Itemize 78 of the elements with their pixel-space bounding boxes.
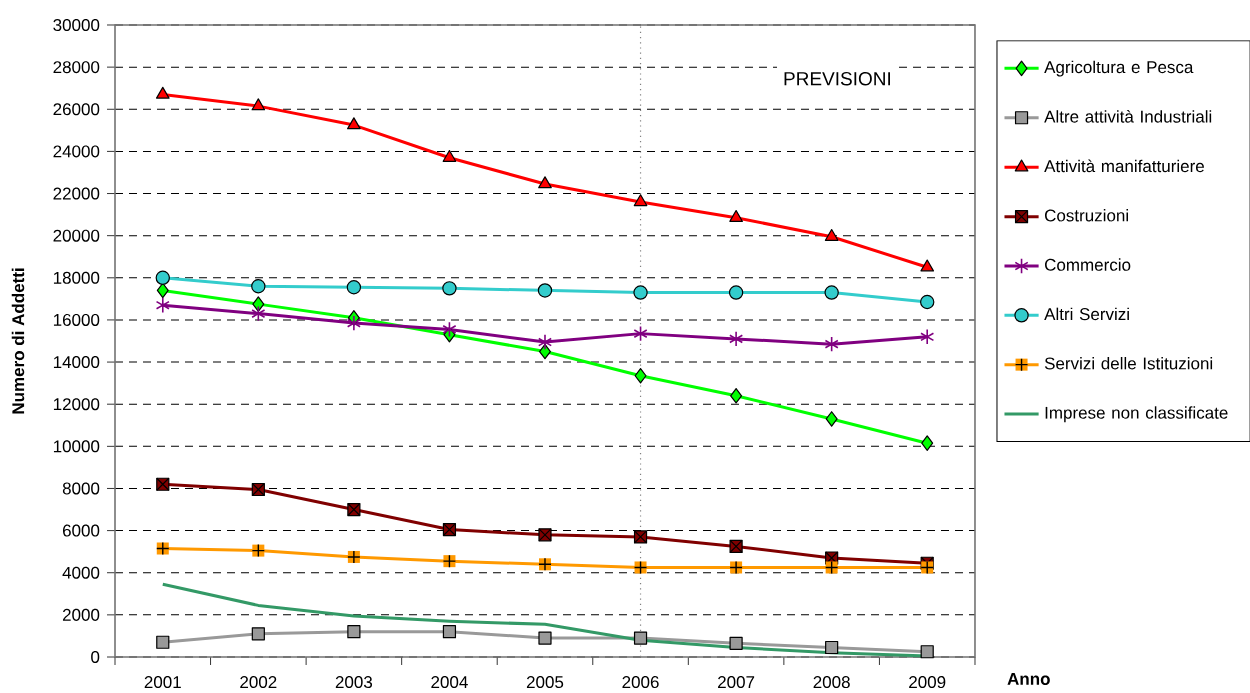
point [729,209,743,222]
point [728,285,744,300]
point [920,294,935,310]
point [921,435,934,451]
y-tick-label: 22000 [53,187,100,200]
legend-label: Attività manifatturiere [1044,159,1204,173]
y-tick-label: 4000 [62,566,100,579]
point [442,281,457,296]
legend-label: Servizi delle Istituzioni [1044,356,1213,370]
y-axis-title: Numero di Addetti [11,268,25,414]
legend-label: Imprese non classificate [1045,406,1228,423]
point [346,315,361,332]
x-tick-label: 2006 [622,676,659,689]
point [252,296,265,312]
point [920,328,935,345]
legend-label: Altri Servizi [1044,307,1129,321]
legend-label: Costruzioni [1045,209,1128,222]
point [155,297,170,314]
point [634,367,647,384]
point [155,270,170,285]
point [824,228,839,241]
y-tick-label: 26000 [53,103,100,116]
point [347,625,361,639]
y-tick-label: 20000 [53,229,100,242]
point [633,194,648,207]
point [538,631,552,645]
x-tick-label: 2004 [431,676,468,689]
y-tick-label: 30000 [53,19,100,32]
point [824,336,839,353]
point [251,627,265,641]
y-tick-label: 6000 [62,524,100,537]
y-tick-label: 24000 [53,145,100,158]
point [730,387,743,404]
y-tick-label: 12000 [53,398,100,411]
point [251,279,266,294]
y-tick-label: 2000 [62,608,100,621]
point [920,645,934,659]
x-tick-label: 2002 [240,676,277,689]
annotation: PREVISIONI [784,72,890,86]
legend-label: Agricoltura e Pesca [1044,60,1194,77]
point [920,259,935,272]
point [346,280,362,295]
point [825,411,838,427]
point [251,98,266,111]
point [442,321,457,338]
y-tick-label: 0 [91,651,100,664]
point [537,283,553,298]
x-tick-label: 2009 [909,676,946,689]
point [537,334,553,351]
point [824,285,839,300]
x-tick-label: 2001 [144,676,181,689]
x-axis-title: Anno [1007,673,1050,685]
point [538,176,552,189]
point [347,117,361,130]
point [729,330,744,347]
point [442,625,457,639]
y-tick-label: 28000 [53,61,100,74]
y-tick-label: 8000 [62,482,100,495]
point [156,635,170,649]
y-tick-label: 16000 [53,313,100,326]
point [251,305,266,322]
y-tick-label: 10000 [53,440,100,453]
point [729,636,743,650]
point [155,86,170,99]
point [825,640,839,655]
x-tick-label: 2008 [813,676,850,689]
point [156,282,169,299]
point [633,631,648,645]
x-tick-label: 2005 [526,676,564,689]
y-tick-label: 18000 [53,271,100,284]
legend-label: Altre attività Industriali [1044,110,1212,123]
x-tick-label: 2003 [335,676,373,689]
x-tick-label: 2007 [718,676,755,689]
legend-label: Commercio [1045,258,1131,271]
point [633,325,648,342]
point [442,149,457,162]
point [633,285,648,300]
y-tick-label: 14000 [53,356,100,369]
